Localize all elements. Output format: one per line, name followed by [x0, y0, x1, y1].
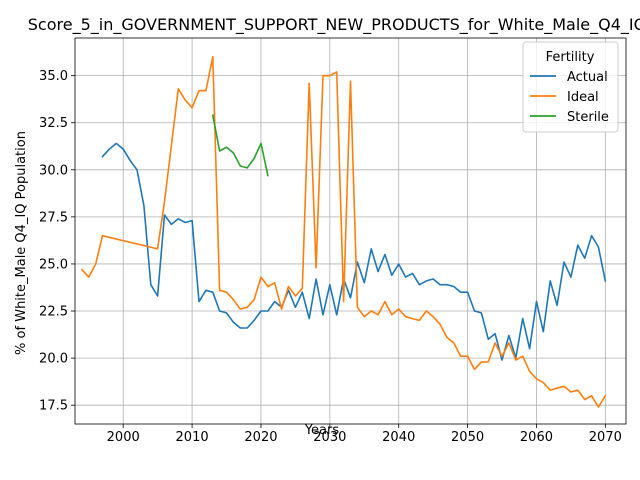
legend-label-sterile: Sterile	[567, 110, 609, 125]
x-tick-label: 2030	[313, 430, 346, 445]
y-tick-label: 27.5	[39, 210, 68, 225]
x-tick-label: 2070	[589, 430, 622, 445]
legend-box	[522, 41, 619, 133]
series-lines	[80, 55, 607, 408]
y-tick-label: 25.0	[39, 257, 68, 272]
y-tick-label: 17.5	[39, 399, 68, 414]
legend: Fertility Actual Ideal Sterile	[522, 41, 619, 133]
x-tick-label: 2000	[107, 430, 140, 445]
legend-title: Fertility	[546, 50, 595, 65]
x-tick-label: 2060	[520, 430, 553, 445]
x-tick-label: 2020	[244, 430, 277, 445]
y-tick-label: 22.5	[39, 305, 68, 320]
series-line-actual	[101, 142, 607, 361]
y-tick-label: 30.0	[39, 163, 68, 178]
x-tick-label: 2050	[451, 430, 484, 445]
y-tick-label: 32.5	[39, 116, 68, 131]
x-tick-label: 2040	[382, 430, 415, 445]
x-axis-label: Years	[304, 423, 340, 438]
x-tick-label: 2010	[176, 430, 209, 445]
legend-label-ideal: Ideal	[567, 90, 599, 105]
chart-title: Score_5_in_GOVERNMENT_SUPPORT_NEW_PRODUC…	[28, 15, 640, 35]
y-axis-ticks: 17.5 20.0 22.5 25.0 27.5 30.0 32.5 35.0	[39, 69, 75, 414]
series-line-sterile	[211, 114, 269, 177]
y-axis-label: % of White_Male Q4_IQ Population	[14, 131, 29, 355]
y-tick-label: 20.0	[39, 352, 68, 367]
x-axis-ticks: 2000 2010 2020 2030 2040 2050 2060 2070	[107, 424, 622, 445]
legend-label-actual: Actual	[567, 70, 608, 85]
plot-frame	[74, 37, 627, 425]
y-tick-label: 35.0	[39, 69, 68, 84]
series-line-ideal	[80, 55, 607, 408]
